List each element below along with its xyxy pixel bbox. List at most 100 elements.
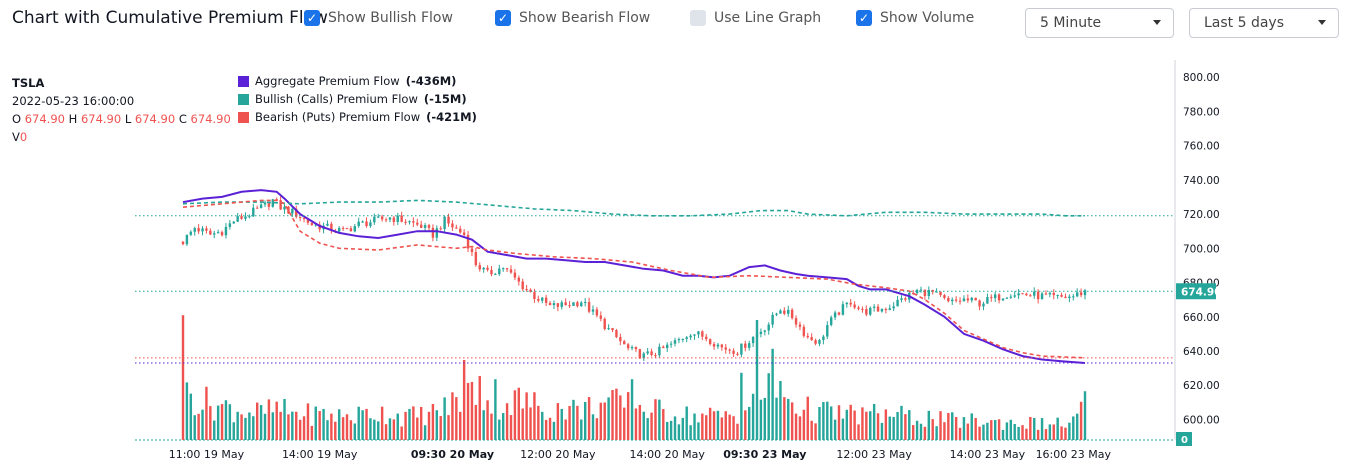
range-select[interactable]: Last 5 days: [1189, 8, 1339, 38]
candle-body: [388, 217, 392, 220]
candle-body: [205, 228, 208, 231]
volume-bar: [1064, 427, 1067, 440]
candle-body: [1033, 291, 1036, 296]
volume-bar: [220, 404, 224, 440]
candle-body: [443, 216, 446, 230]
volume-bar: [607, 397, 610, 440]
legend-item-bullish[interactable]: Bullish (Calls) Premium Flow (-15M): [238, 90, 477, 108]
volume-bar: [431, 403, 435, 440]
volume-bar: [259, 405, 263, 440]
volume-bar: [1083, 391, 1087, 440]
candle-body: [537, 299, 540, 301]
candle-body: [853, 304, 856, 308]
x-tick-label: 12:00 23 May: [836, 448, 912, 461]
candle-body: [623, 341, 626, 345]
candle-body: [650, 351, 653, 356]
volume-bar: [541, 411, 544, 440]
legend-item-aggregate[interactable]: Aggregate Premium Flow (-436M): [238, 72, 477, 90]
volume-bar: [213, 420, 216, 440]
candle-body: [1079, 292, 1083, 296]
volume-bar: [357, 406, 360, 440]
candle-body: [337, 227, 341, 232]
volume-tag-label: 0: [1181, 435, 1188, 446]
volume-bar: [990, 420, 993, 440]
volume-bar: [826, 401, 829, 440]
volume-bar: [630, 379, 634, 440]
volume-bar: [911, 425, 915, 440]
volume-bar: [1017, 426, 1020, 440]
y-tick-label: 740.00: [1183, 175, 1220, 187]
checkbox-checked-icon: ✓: [495, 10, 511, 26]
x-tick-label: 14:00 20 May: [629, 448, 705, 461]
volume-bar: [783, 397, 786, 440]
candle-body: [720, 344, 724, 348]
candle-body: [865, 309, 868, 315]
candle-body: [900, 298, 903, 300]
candle-body: [1072, 296, 1075, 298]
volume-bar: [459, 411, 462, 440]
candle-body: [872, 306, 876, 308]
volume-bar: [740, 372, 743, 440]
interval-value: 5 Minute: [1040, 15, 1102, 31]
candle-body: [439, 228, 442, 230]
volume-bar: [1079, 401, 1083, 440]
volume-bar: [716, 410, 720, 440]
volume-bar: [287, 414, 290, 440]
candle-body: [779, 310, 782, 314]
volume-bar: [498, 419, 501, 440]
volume-bar: [802, 409, 806, 440]
candle-body: [962, 298, 966, 302]
candle-body: [708, 339, 712, 345]
volume-bar: [837, 405, 841, 440]
volume-bar: [677, 424, 681, 440]
show-volume-checkbox[interactable]: ✓ Show Volume: [856, 10, 974, 26]
legend-datetime: 2022-05-23 16:00:00: [12, 94, 135, 108]
symbol-label: TSLA: [12, 76, 45, 90]
volume-bar: [1005, 422, 1009, 440]
volume-bar: [654, 399, 657, 440]
volume-bar: [478, 376, 481, 440]
bullish-swatch: [238, 93, 249, 105]
volume-bar: [185, 382, 189, 440]
chevron-down-icon: [1153, 20, 1161, 25]
candle-body: [384, 219, 388, 221]
candle-body: [431, 227, 435, 238]
x-tick-label: 12:00 20 May: [520, 448, 596, 461]
price-chart[interactable]: 800.00780.00760.00740.00720.00700.00680.…: [0, 60, 1350, 468]
legend-item-bearish[interactable]: Bearish (Puts) Premium Flow (-421M): [238, 108, 477, 126]
volume-bar: [623, 407, 626, 440]
volume-bar: [189, 393, 193, 440]
use-line-graph-checkbox[interactable]: Use Line Graph: [690, 10, 821, 26]
candle-body: [556, 303, 560, 307]
volume-bar: [689, 425, 692, 440]
candle-body: [501, 268, 505, 270]
volume-bar: [888, 416, 891, 440]
candle-body: [732, 350, 735, 354]
candle-body: [587, 301, 591, 312]
interval-select[interactable]: 5 Minute: [1025, 8, 1174, 38]
volume-bar: [763, 397, 767, 440]
volume-bar: [1033, 417, 1036, 440]
volume-bar: [896, 412, 899, 440]
volume-bar: [755, 320, 759, 440]
candle-body: [419, 224, 423, 228]
show-bearish-flow-checkbox[interactable]: ✓ Show Bearish Flow: [495, 10, 650, 26]
candle-body: [271, 199, 275, 207]
close-value: 674.90: [190, 112, 231, 126]
show-bullish-flow-checkbox[interactable]: ✓ Show Bullish Flow: [304, 10, 453, 26]
candle-body: [252, 207, 255, 217]
page-title: Chart with Cumulative Premium Flow: [12, 8, 328, 28]
candle-body: [841, 304, 845, 315]
candle-body: [747, 343, 751, 348]
candle-body: [193, 228, 196, 232]
volume-bar: [416, 417, 419, 440]
volume-bar: [927, 410, 931, 440]
volume-bar: [1075, 413, 1079, 440]
volume-bar: [314, 406, 317, 440]
candle-body: [494, 274, 497, 276]
volume-bar: [658, 399, 661, 440]
candle-body: [459, 228, 462, 233]
candle-body: [591, 309, 595, 312]
candle-body: [1083, 290, 1087, 296]
volume-bar: [439, 416, 442, 440]
